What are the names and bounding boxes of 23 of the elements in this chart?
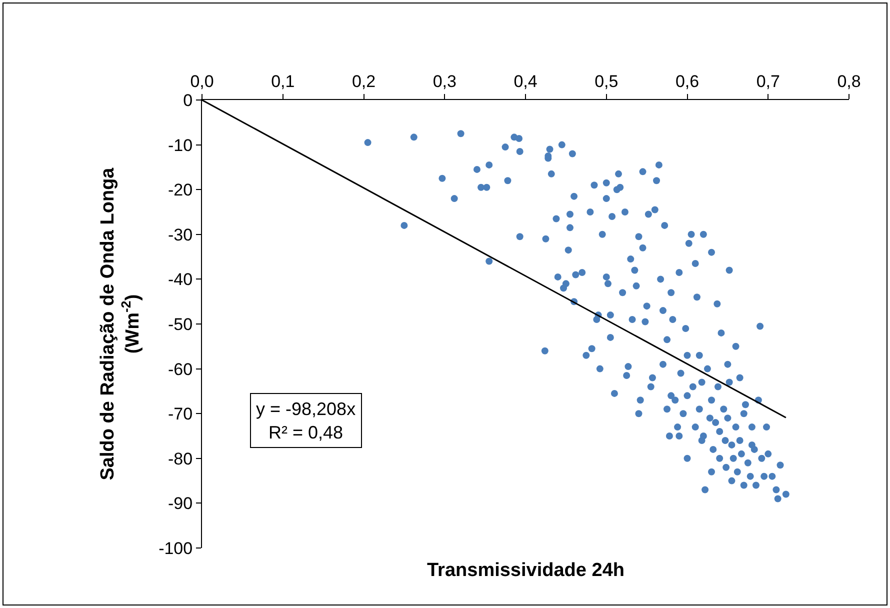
x-tick-label: 0,3 — [432, 72, 456, 92]
x-tick-label: 0,6 — [675, 72, 700, 92]
y-tick-label: -100 — [158, 538, 193, 558]
y-tick-label: -60 — [168, 360, 193, 379]
x-tick-label: 0,8 — [837, 72, 861, 92]
y-tick-label: -40 — [168, 270, 193, 290]
x-tick-label: 0,1 — [271, 72, 295, 92]
y-tick-label: 0 — [183, 90, 193, 110]
annotation: R² = 0,48 — [268, 422, 344, 442]
y-tick-label: -90 — [168, 494, 193, 514]
x-axis-title: Transmissividade 24h — [427, 560, 624, 581]
annotation: y = -98,208x — [256, 399, 356, 419]
x-tick-label: 0,2 — [352, 72, 376, 92]
y-tick-label: -50 — [168, 314, 193, 334]
x-tick-label: 0,5 — [594, 72, 618, 92]
y-tick-label: -30 — [168, 225, 193, 244]
y-tick-label: -70 — [168, 404, 193, 424]
x-tick-label: 0,4 — [514, 72, 538, 92]
x-tick-label: 0,7 — [756, 72, 780, 92]
x-tick-label: 0,0 — [190, 72, 214, 92]
y-tick-label: -10 — [168, 136, 193, 155]
y-tick-label: -20 — [168, 180, 193, 200]
y-tick-label: -80 — [168, 449, 193, 468]
